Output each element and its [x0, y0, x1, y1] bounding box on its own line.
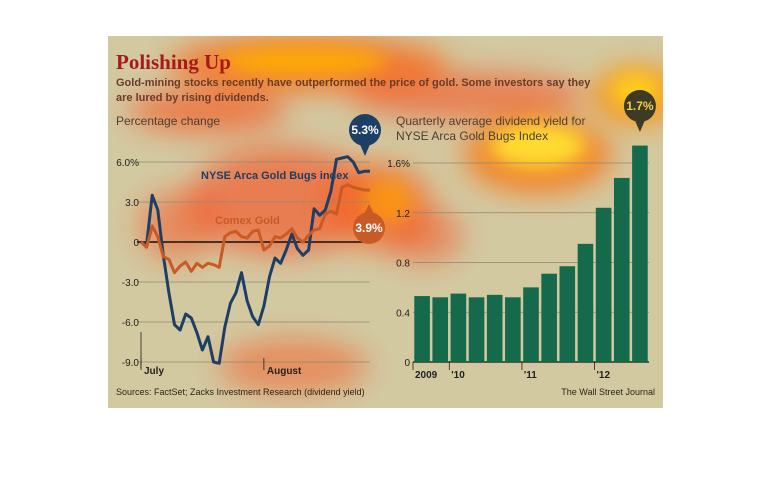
bar: [541, 273, 557, 362]
callout-bubble: [349, 114, 381, 146]
x-tick-label: '12: [597, 370, 611, 381]
y-tick-label: 0: [404, 358, 410, 369]
bar: [523, 287, 539, 362]
bar: [559, 266, 576, 362]
y-tick-label: 1.6%: [387, 159, 410, 170]
series-label-gold-bugs: NYSE Arca Gold Bugs index: [201, 170, 349, 182]
bar-chart: 0 0.4 0.8 1.2 1.6% 2009 '10 '11 '12 1.7%: [387, 90, 656, 381]
x-tick-label: August: [267, 366, 302, 377]
bar: [486, 294, 503, 362]
callout-bubble: [353, 212, 385, 244]
series-line-comex-gold: [139, 183, 370, 275]
y-tick-label: 3.0: [125, 198, 139, 209]
bar: [613, 177, 630, 362]
bar: [432, 297, 449, 362]
bar: [468, 297, 485, 362]
bar: [632, 145, 648, 362]
x-tick-label: 2009: [415, 370, 438, 381]
line-chart: 6.0% 3.0 0 -3.0 -6.0 -9.0 July August NYSE Arca …: [116, 114, 385, 377]
y-tick-label: 0.8: [396, 259, 410, 270]
bar: [414, 296, 430, 362]
bar-chart-title-line-2: NYSE Arca Gold Bugs Index: [396, 129, 549, 143]
x-tick-label: '10: [451, 370, 465, 381]
series-line-gold-bugs-index: [140, 155, 370, 365]
subtitle-line-1: Gold-mining stocks recently have outperf…: [116, 77, 591, 89]
bar: [505, 297, 521, 362]
callout-bubble: [623, 90, 656, 122]
source-note: Sources: FactSet; Zacks Investment Resea…: [116, 387, 365, 397]
y-tick-label: 1.2: [396, 209, 410, 220]
series-label-comex: Comex Gold: [215, 215, 280, 227]
heatmap-overlay: [128, 36, 663, 394]
subtitle-line-2: are lured by rising dividends.: [116, 92, 269, 104]
y-tick-label: 6.0%: [116, 158, 139, 169]
callout-value: 3.9%: [355, 221, 383, 235]
chart-panel: Polishing Up Gold-mining stocks recently…: [108, 36, 663, 408]
charts-svg: 6.0% 3.0 0 -3.0 -6.0 -9.0 July August NYSE Arca …: [116, 90, 656, 381]
credit-note: The Wall Street Journal: [561, 387, 655, 397]
y-tick-label: -3.0: [122, 278, 140, 289]
x-tick-label: July: [144, 366, 164, 377]
bar: [595, 207, 612, 362]
y-tick-label: -9.0: [122, 358, 140, 369]
y-tick-label: 0: [133, 238, 139, 249]
bar: [450, 293, 467, 362]
chart-title: Polishing Up: [116, 50, 231, 74]
x-tick-label: '11: [524, 370, 537, 381]
y-tick-label: 0.4: [396, 308, 410, 319]
callout-value: 1.7%: [626, 99, 654, 113]
y-tick-label: -6.0: [122, 318, 140, 329]
bar-chart-title-line-1: Quarterly average dividend yield for: [396, 114, 586, 128]
bar: [577, 243, 594, 362]
line-chart-ylabel: Percentage change: [116, 114, 221, 128]
callout-value: 5.3%: [351, 123, 379, 137]
